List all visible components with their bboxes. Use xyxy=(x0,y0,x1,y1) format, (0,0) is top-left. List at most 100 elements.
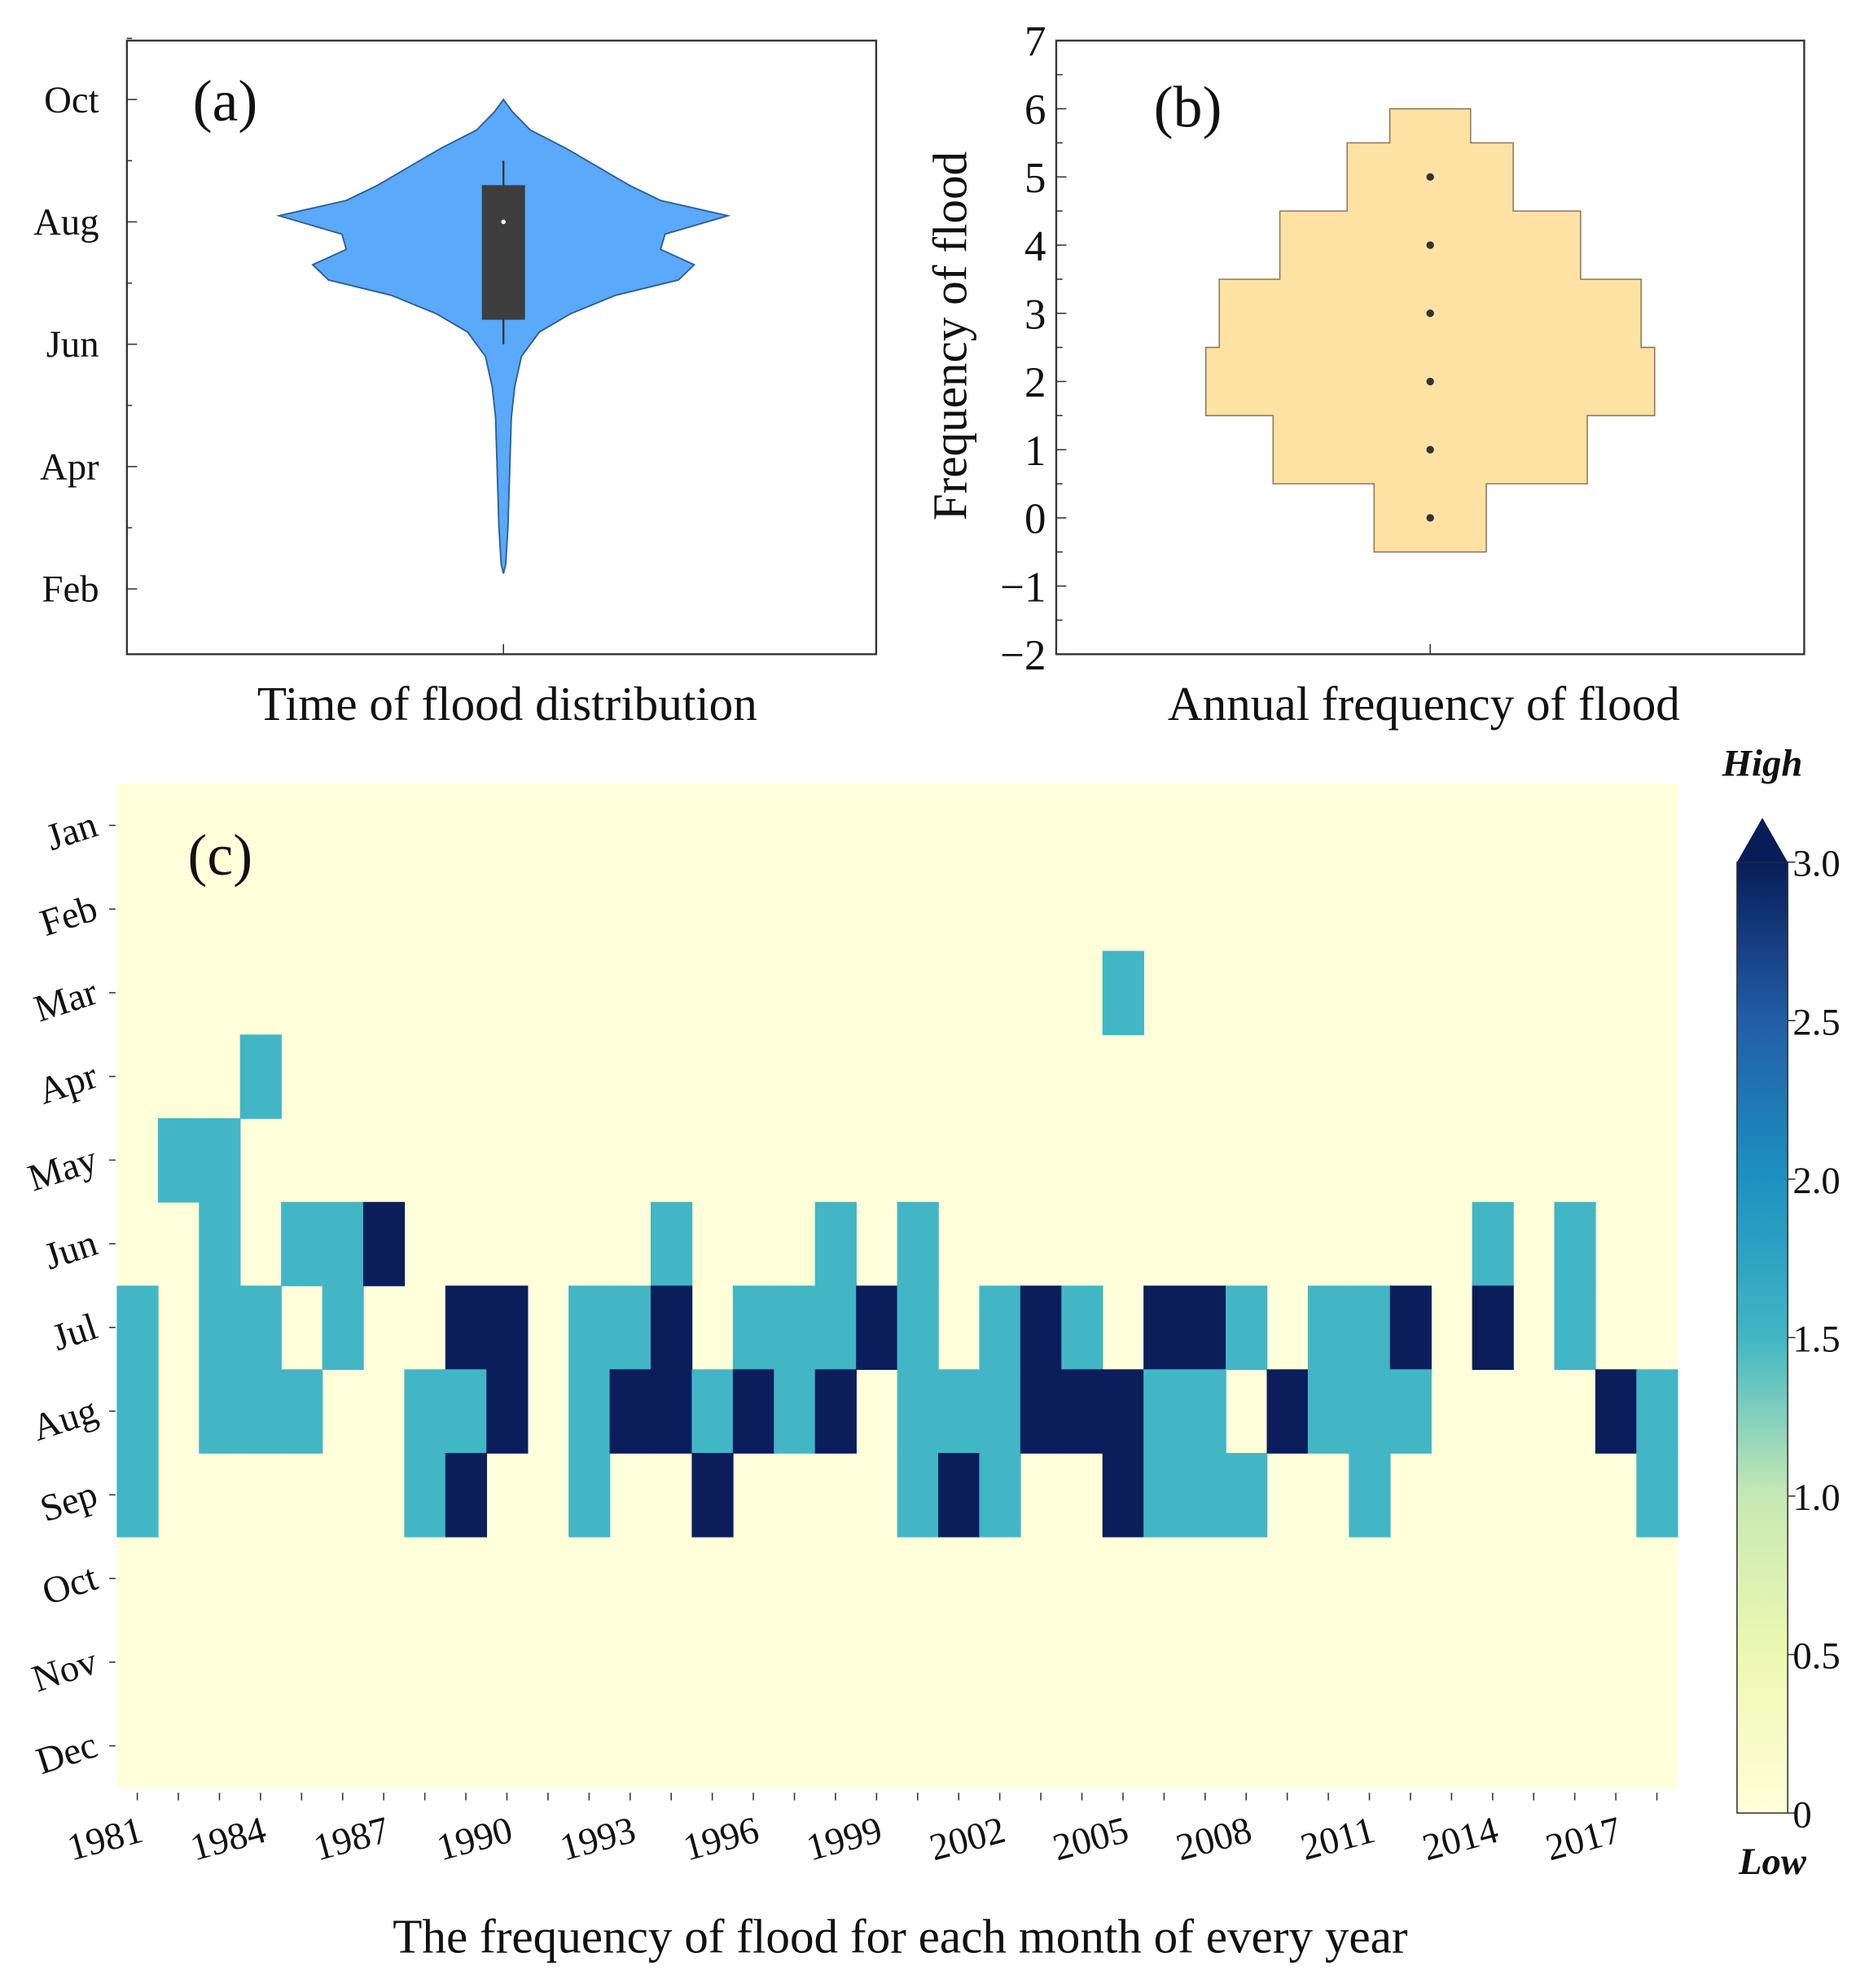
panel-b-xlabel: Annual frequency of flood xyxy=(1168,677,1680,731)
panel-b-label: (b) xyxy=(1154,76,1222,140)
panel-c-label: (c) xyxy=(188,823,252,888)
heatmap-cell xyxy=(897,1369,939,1454)
heatmap-cell xyxy=(814,1201,857,1287)
heatmap-cell xyxy=(774,1369,816,1454)
panel-a-frame xyxy=(125,39,878,656)
y-tick-label: Apr xyxy=(40,445,99,488)
heatmap-cell xyxy=(1349,1285,1391,1371)
colorbar-tick-label: 2.5 xyxy=(1792,1001,1840,1043)
y-tick-label: −1 xyxy=(1000,564,1046,611)
colorbar-tick-label: 2.0 xyxy=(1792,1160,1840,1202)
heatmap-cell xyxy=(1307,1285,1350,1371)
frequency-shape xyxy=(1204,108,1656,553)
y-tick-label: Jul xyxy=(47,1306,103,1359)
y-tick-label: Apr xyxy=(33,1054,103,1112)
y-tick-label: Feb xyxy=(42,568,99,611)
heatmap-cell xyxy=(1143,1285,1186,1371)
heatmap-cell xyxy=(979,1369,1021,1454)
heatmap-cell xyxy=(897,1453,939,1538)
heatmap-cell xyxy=(1472,1201,1514,1287)
heatmap-cell xyxy=(568,1453,611,1538)
y-tick-label: May xyxy=(23,1138,103,1200)
heatmap-cell xyxy=(157,1118,200,1203)
heatmap-cell xyxy=(609,1285,652,1371)
panel-a-label: (a) xyxy=(193,69,257,134)
data-point xyxy=(1426,377,1434,386)
data-point xyxy=(1426,514,1434,522)
heatmap-cell xyxy=(979,1285,1021,1371)
heatmap-cell xyxy=(1636,1369,1678,1454)
y-tick-label: 5 xyxy=(1024,155,1046,202)
x-tick-label: 1987 xyxy=(309,1809,394,1869)
heatmap-cell xyxy=(404,1369,446,1454)
colorbar-tick-label: 1.0 xyxy=(1792,1477,1840,1519)
heatmap-cell xyxy=(1184,1369,1226,1454)
x-tick-label: 2014 xyxy=(1418,1809,1503,1869)
heatmap-cell xyxy=(650,1201,693,1287)
y-tick-label: 7 xyxy=(1024,18,1046,65)
y-tick-label: 6 xyxy=(1024,86,1046,134)
heatmap-cell xyxy=(199,1369,241,1454)
colorbar-tick-label: 3.0 xyxy=(1792,843,1840,885)
heatmap-cell xyxy=(116,1369,159,1454)
heatmap-cell xyxy=(1554,1285,1596,1371)
heatmap-cell xyxy=(1472,1285,1514,1371)
heatmap-cell xyxy=(609,1369,652,1454)
y-tick-label: 4 xyxy=(1024,223,1046,270)
colorbar-tick-label: 0 xyxy=(1792,1793,1811,1836)
heatmap-cell xyxy=(239,1285,282,1371)
colorbar xyxy=(1736,861,1788,1814)
x-tick-label: 2002 xyxy=(925,1809,1010,1869)
heatmap-cell xyxy=(239,1369,282,1454)
colorbar-tick-label: 1.5 xyxy=(1792,1319,1840,1361)
y-tick-label: Feb xyxy=(35,887,103,945)
heatmap-cell xyxy=(650,1285,693,1371)
y-tick-label: Jun xyxy=(46,323,99,366)
panel-b-dot-histogram: (b) Annual frequency of flood Frequency … xyxy=(923,18,1805,731)
y-tick-label: Oct xyxy=(37,1556,103,1613)
heatmap-cell xyxy=(1554,1201,1596,1287)
y-tick-label: Jan xyxy=(41,803,102,859)
heatmap-cell xyxy=(568,1285,611,1371)
colorbar-low-label: Low xyxy=(1738,1841,1807,1883)
y-tick-label: Nov xyxy=(27,1640,103,1701)
data-point xyxy=(1426,445,1434,454)
heatmap-cell xyxy=(281,1369,323,1454)
y-tick-label: 0 xyxy=(1024,496,1046,543)
heatmap-cell xyxy=(1389,1285,1432,1371)
heatmap-cell xyxy=(1020,1369,1063,1454)
heatmap-cell xyxy=(199,1118,241,1203)
heatmap-cell xyxy=(199,1201,241,1287)
violin-median xyxy=(501,219,507,225)
heatmap-cell xyxy=(199,1285,241,1371)
heatmap-cell xyxy=(1184,1285,1226,1371)
heatmap-cell xyxy=(650,1369,693,1454)
panel-c-heatmap: (c) The frequency of flood for each mont… xyxy=(23,743,1840,1964)
heatmap-cell xyxy=(362,1201,406,1287)
heatmap-cell xyxy=(445,1453,488,1538)
heatmap-cell xyxy=(1184,1453,1226,1538)
heatmap-cell xyxy=(1349,1369,1391,1454)
heatmap-cell xyxy=(1266,1369,1309,1454)
heatmap-cell xyxy=(1102,1369,1144,1454)
heatmap-cell xyxy=(404,1453,446,1538)
heatmap-cell xyxy=(486,1369,529,1454)
data-point xyxy=(1426,241,1434,249)
heatmap-cell xyxy=(281,1201,323,1287)
y-tick-label: 3 xyxy=(1024,291,1046,338)
heatmap-cell xyxy=(1389,1369,1432,1454)
data-point xyxy=(1426,173,1434,181)
heatmap-cell xyxy=(1143,1369,1186,1454)
heatmap-cell xyxy=(1143,1453,1186,1538)
x-tick-label: 1993 xyxy=(555,1809,640,1869)
heatmap-cell xyxy=(1636,1453,1678,1538)
heatmap-cell xyxy=(732,1285,775,1371)
data-point xyxy=(1426,309,1434,318)
violin-box xyxy=(481,185,525,320)
x-tick-label: 2011 xyxy=(1296,1809,1380,1869)
heatmap-cell xyxy=(568,1369,611,1454)
heatmap-cell xyxy=(116,1285,159,1371)
y-tick-label: 2 xyxy=(1024,359,1046,406)
y-tick-label: Oct xyxy=(44,79,99,121)
heatmap-cell xyxy=(979,1453,1021,1538)
